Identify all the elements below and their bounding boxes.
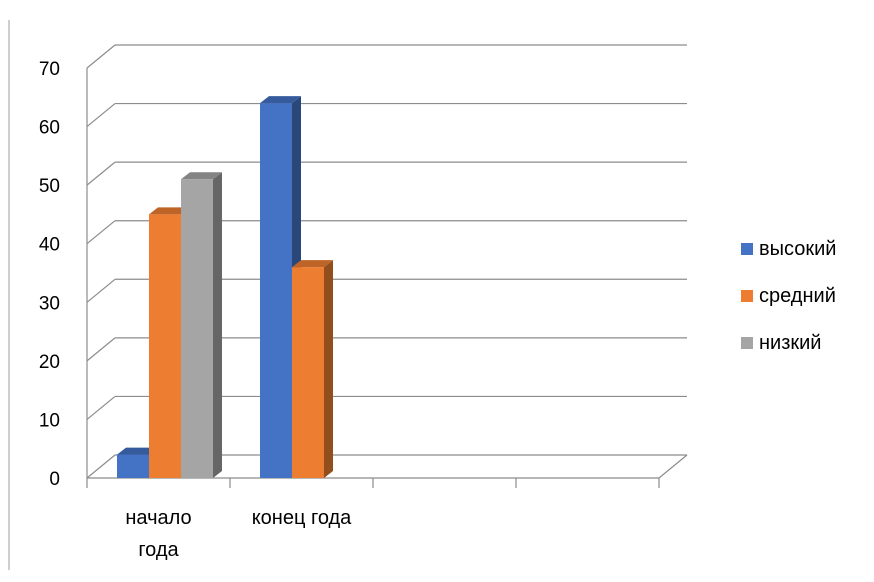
x-tick-label: года [138, 539, 179, 561]
y-tick-label: 50 [39, 176, 60, 197]
bar-side [213, 172, 222, 479]
bar-front [149, 214, 181, 478]
y-tick-label: 40 [39, 235, 60, 256]
legend-label: низкий [759, 332, 821, 354]
bar-0-1 [260, 96, 301, 479]
bar-1-1 [292, 260, 333, 478]
gridline-side-0 [86, 454, 116, 479]
bar-top [292, 260, 333, 268]
legend-swatch [741, 337, 753, 349]
bar-front [181, 179, 213, 479]
y-tick-label: 30 [39, 293, 60, 314]
x-tick-label: конец года [252, 507, 352, 529]
gridline-side-20 [86, 337, 116, 362]
legend: высокий средний низкий [741, 238, 836, 354]
gridline-side-10 [86, 395, 116, 420]
floor-right-edge [658, 454, 688, 479]
bars [117, 96, 333, 479]
gridline-side-70 [86, 44, 116, 69]
y-tick-label: 20 [39, 352, 60, 373]
axis-labels: 0 10 20 30 40 50 60 70 начало года конец года [39, 59, 352, 561]
legend-swatch [741, 290, 753, 302]
bar-top [181, 172, 222, 180]
gridline-side-30 [86, 278, 116, 303]
gridline-side-60 [86, 103, 116, 128]
legend-label: высокий [759, 238, 836, 260]
gridline-side-40 [86, 220, 116, 245]
x-tick-label: начало [125, 507, 191, 529]
legend-swatch [741, 243, 753, 255]
bar-front [292, 267, 324, 478]
gridline-side-50 [86, 161, 116, 186]
bar-2-0 [181, 172, 222, 479]
legend-label: средний [759, 285, 836, 307]
y-tick-label: 60 [39, 118, 60, 139]
bar-front [117, 454, 149, 478]
bar-front [260, 103, 292, 479]
y-tick-label: 0 [49, 469, 60, 490]
bar-top [260, 96, 301, 104]
bar-side [324, 260, 333, 478]
bar-top [149, 207, 190, 215]
bar-top [117, 447, 158, 455]
y-tick-label: 10 [39, 410, 60, 431]
y-tick-label: 70 [39, 59, 60, 80]
